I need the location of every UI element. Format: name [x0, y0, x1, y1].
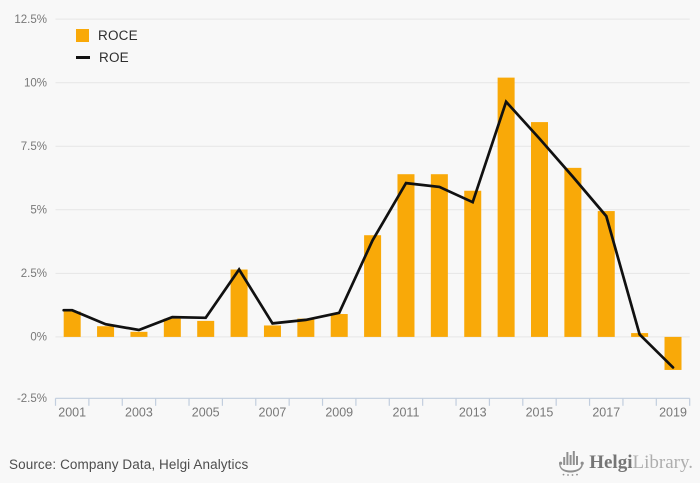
y-axis-label: -2.5% — [17, 393, 47, 405]
y-axis-label: 5% — [30, 205, 47, 217]
roce-bar-2007 — [263, 325, 281, 337]
roce-bar-2004 — [163, 318, 181, 337]
y-axis-label: 10% — [24, 78, 47, 90]
x-axis-label: 2019 — [659, 406, 687, 420]
roce-swatch-icon — [76, 29, 89, 42]
roce-bar-2014 — [497, 77, 515, 337]
y-axis-label: 2.5% — [21, 268, 47, 280]
x-axis-label: 2015 — [526, 406, 554, 420]
roce-bar-2001 — [63, 311, 81, 337]
roce-bar-2016 — [564, 167, 582, 337]
y-axis-label: 0% — [30, 332, 47, 344]
roce-bar-2009 — [330, 314, 348, 337]
logo-wordmark: HelgiLibrary. — [589, 453, 693, 472]
source-note: Source: Company Data, Helgi Analytics — [9, 457, 249, 472]
legend: ROCE ROE — [76, 28, 138, 65]
roce-roe-chart: -2.5% 0% 2.5% 5% 7.5% 10% 12.5% 2001 2003 2005 200… — [14, 14, 691, 420]
helgi-library-logo: HelgiLibrary. — [559, 448, 693, 476]
roce-bar-2019 — [664, 336, 682, 370]
legend-item-roe: ROE — [76, 50, 138, 65]
roce-bar-2017 — [597, 211, 615, 337]
legend-item-roce: ROCE — [76, 28, 138, 43]
x-axis-label: 2007 — [259, 406, 287, 420]
x-axis-label: 2003 — [125, 406, 153, 420]
roe-line — [62, 99, 675, 369]
y-axis-label: 12.5% — [14, 14, 47, 26]
logo-text-helgi: Helgi — [589, 451, 633, 473]
roce-bar-2015 — [530, 122, 548, 337]
x-axis-label: 2013 — [459, 406, 487, 420]
x-axis-label: 2011 — [393, 406, 420, 420]
x-axis-label: 2001 — [58, 406, 86, 420]
x-axis-label: 2005 — [192, 406, 220, 420]
roce-bar-2005 — [197, 320, 215, 337]
roce-bar-2013 — [464, 190, 482, 337]
roce-bar-2012 — [430, 174, 448, 337]
y-axis-label: 7.5% — [21, 141, 47, 153]
roce-bar-2011 — [397, 174, 415, 337]
roce-bar-2008 — [297, 318, 315, 337]
legend-label-roce: ROCE — [98, 28, 138, 43]
roce-bar-2003 — [130, 331, 148, 337]
roce-bar-2002 — [97, 326, 115, 337]
roce-bar-2010 — [364, 235, 382, 337]
viking-ship-icon — [559, 451, 585, 476]
logo-text-library: Library. — [632, 451, 694, 473]
x-axis-label: 2017 — [592, 406, 620, 420]
legend-label-roe: ROE — [99, 50, 129, 65]
x-axis-label: 2009 — [325, 406, 353, 420]
roce-bar-2006 — [230, 269, 248, 337]
roe-line-swatch-icon — [76, 56, 90, 59]
